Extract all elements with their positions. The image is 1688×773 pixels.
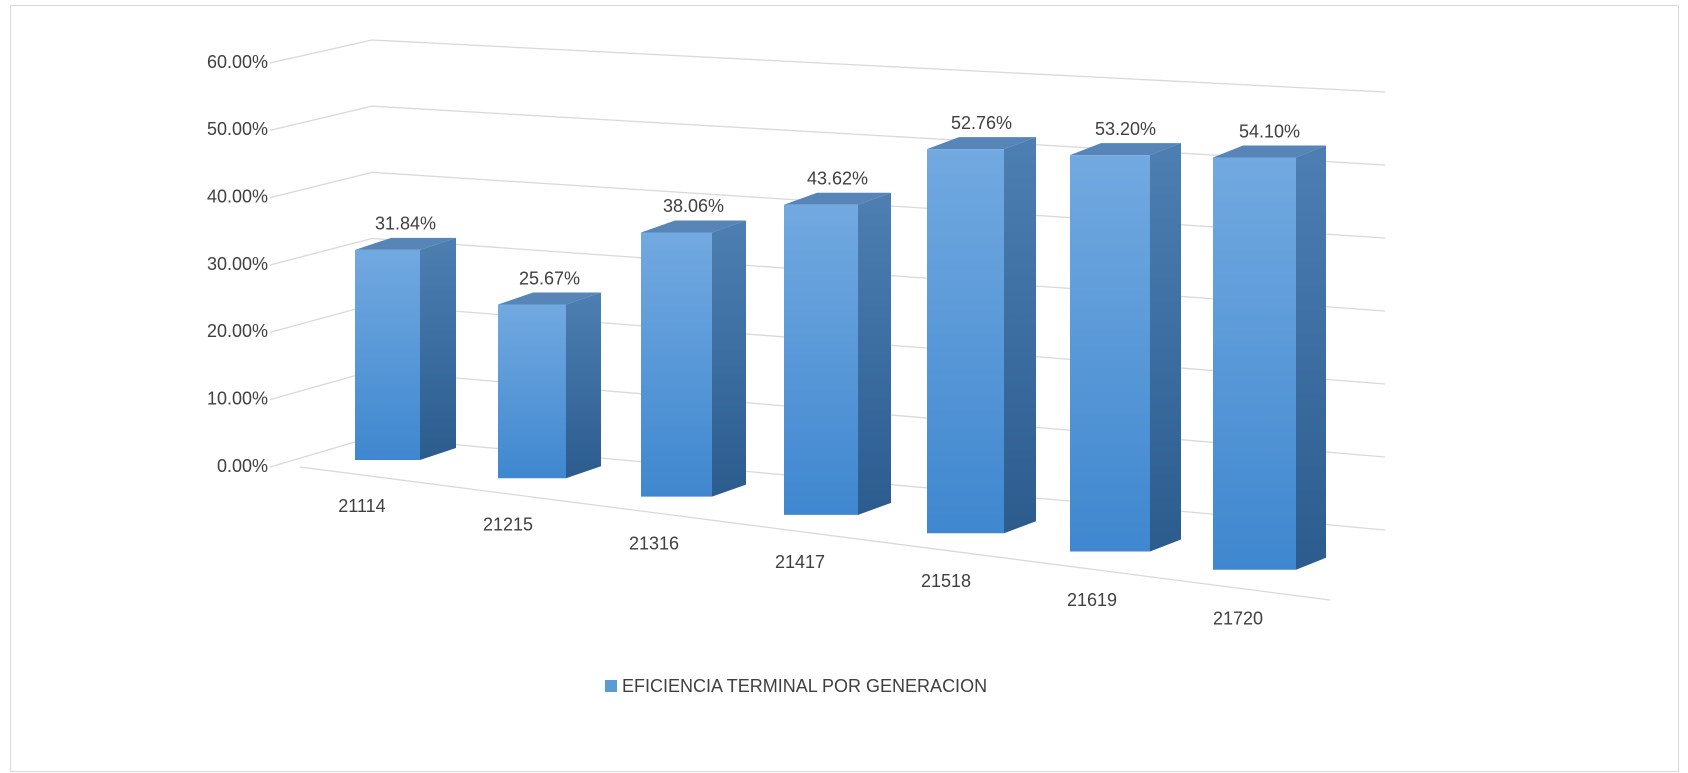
bar-front [1213,157,1296,570]
bar-front [355,249,420,460]
grid-line [269,171,373,199]
x-tick-label: 21417 [775,552,825,572]
y-tick-label: 0.00% [217,456,268,476]
x-tick-label: 21215 [483,515,533,535]
grid-line [371,39,1386,93]
bar-side [712,220,746,497]
bar [927,137,1036,534]
bar-top [1213,145,1326,158]
legend-swatch [605,680,617,692]
bar-top [355,237,456,250]
bar-front [641,232,712,497]
x-tick-label: 21518 [921,571,971,591]
legend-label: EFICIENCIA TERMINAL POR GENERACION [622,676,987,696]
y-tick-label: 60.00% [207,52,268,72]
y-tick-label: 30.00% [207,254,268,274]
bar [498,292,601,479]
bar-side [420,237,456,460]
grid-line [371,105,1386,166]
value-label: 31.84% [375,214,436,234]
bar-front [498,304,566,479]
x-tick-label: 21316 [629,533,679,553]
bar-side [566,292,601,479]
bar [784,192,891,515]
bar-side [858,192,891,515]
grid-line [269,105,373,131]
y-tick-label: 20.00% [207,321,268,341]
value-label: 54.10% [1239,121,1300,141]
value-label: 25.67% [519,268,580,288]
x-tick-label: 21720 [1213,609,1263,629]
x-tick-label: 21619 [1067,590,1117,610]
bar-side [1150,143,1181,552]
value-label: 52.76% [951,113,1012,133]
bar-top [498,292,601,305]
bar-top [641,220,746,233]
bar [355,237,456,460]
y-tick-label: 50.00% [207,119,268,139]
y-tick-label: 10.00% [207,388,268,408]
chart-border [10,5,1679,772]
y-tick-label: 40.00% [207,186,268,206]
value-label: 43.62% [807,169,868,189]
x-tick-label: 21114 [338,496,385,516]
bar-top [1070,143,1181,156]
grid-line [269,39,373,64]
bar-top [927,137,1036,150]
bar [1070,143,1181,552]
value-label: 53.20% [1095,119,1156,139]
bar-front [784,204,858,515]
bar-front [1070,155,1150,552]
grid-line [269,237,373,266]
bar-top [784,192,891,205]
bar-front [927,149,1004,534]
floor-edge [299,466,1331,601]
bar-side [1004,137,1036,534]
bar [1213,145,1326,570]
value-label: 38.06% [663,196,724,216]
bar [641,220,746,497]
bar-side [1296,145,1326,570]
